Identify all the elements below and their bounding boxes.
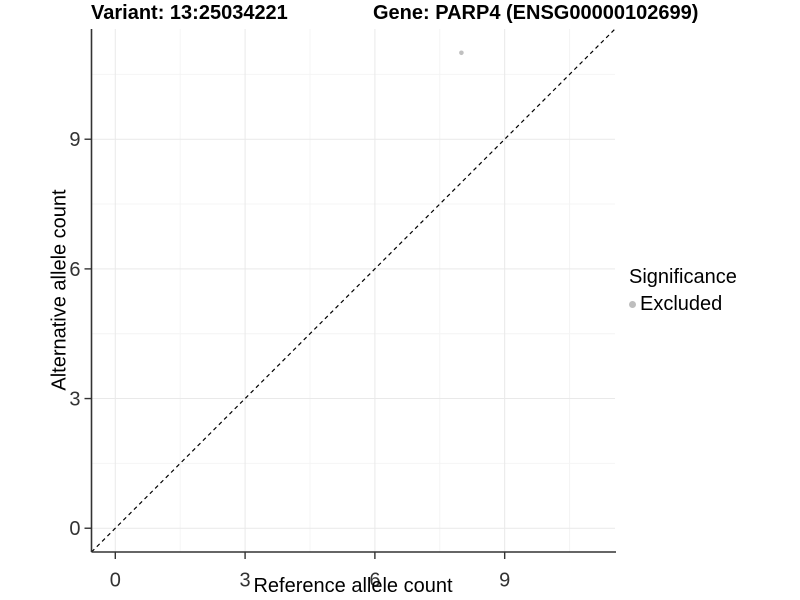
x-tick-label: 6 bbox=[369, 570, 380, 592]
x-tick-label: 9 bbox=[499, 570, 510, 592]
data-point bbox=[459, 50, 464, 56]
identity-line bbox=[91, 28, 616, 553]
legend-title: Significance bbox=[629, 266, 737, 288]
variant-title: Variant: 13:25034221 bbox=[91, 2, 288, 24]
legend: Significance Excluded bbox=[629, 266, 737, 316]
x-tick-label: 0 bbox=[110, 570, 121, 592]
x-axis-title: Reference allele count bbox=[253, 575, 453, 597]
legend-point-icon bbox=[629, 301, 636, 308]
y-tick-label: 9 bbox=[69, 129, 80, 151]
legend-item-label: Excluded bbox=[640, 293, 723, 315]
y-tick-label: 0 bbox=[69, 518, 80, 540]
y-tick-label: 3 bbox=[69, 389, 80, 411]
y-tick-label: 6 bbox=[69, 259, 80, 281]
gene-title: Gene: PARP4 (ENSG00000102699) bbox=[373, 2, 699, 24]
legend-item-excluded: Excluded bbox=[629, 293, 737, 316]
x-tick-label: 3 bbox=[240, 570, 251, 592]
y-axis-title: Alternative allele count bbox=[48, 189, 71, 391]
